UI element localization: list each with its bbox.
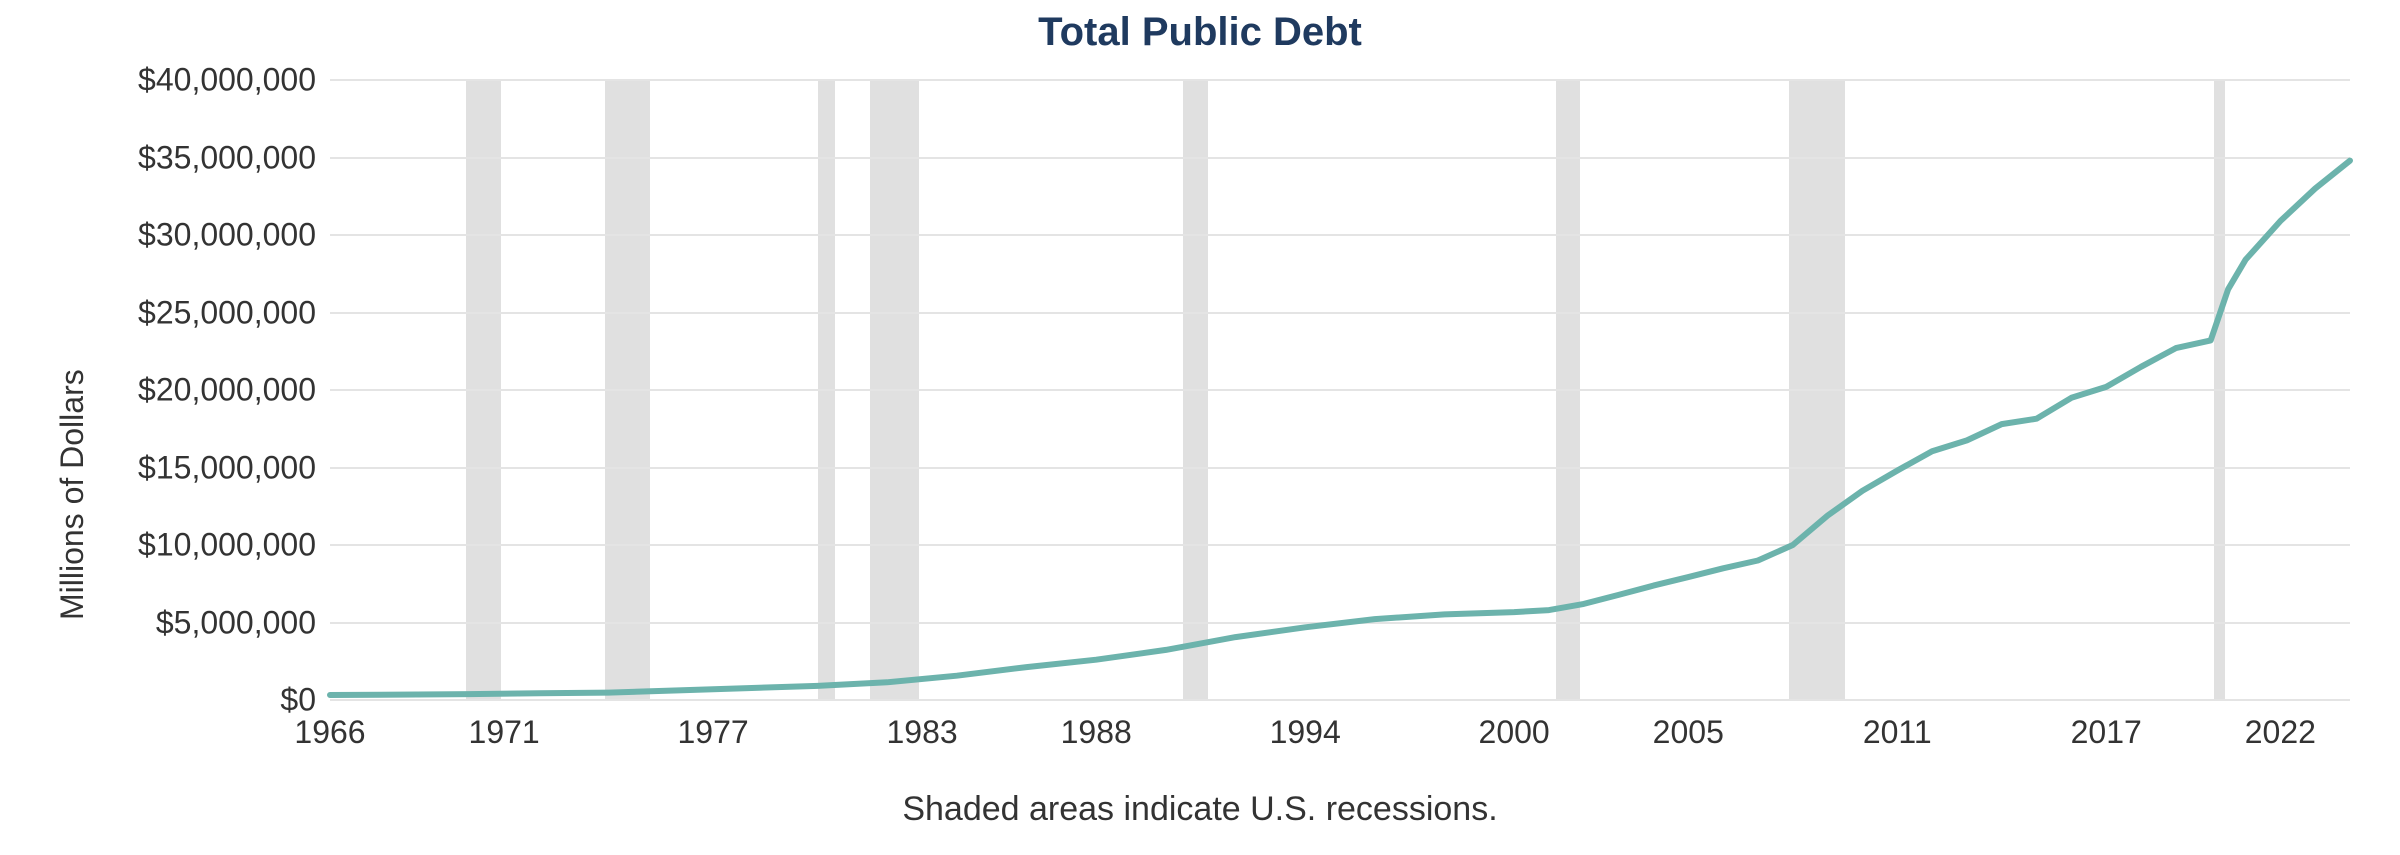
y-axis-label: Millions of Dollars [54,369,91,620]
x-tick-label: 2022 [2245,700,2316,751]
x-tick-label: 2005 [1653,700,1724,751]
x-tick-label: 1971 [469,700,540,751]
x-tick-label: 2011 [1863,700,1932,751]
plot-area: $0$5,000,000$10,000,000$15,000,000$20,00… [330,80,2350,700]
y-tick-label: $25,000,000 [138,294,330,331]
y-tick-label: $20,000,000 [138,372,330,409]
x-tick-label: 1988 [1061,700,1132,751]
y-tick-label: $15,000,000 [138,449,330,486]
y-tick-label: $5,000,000 [156,604,330,641]
y-tick-label: $40,000,000 [138,62,330,99]
y-tick-label: $10,000,000 [138,527,330,564]
x-tick-label: 1966 [294,700,365,751]
x-tick-label: 1983 [886,700,957,751]
x-tick-label: 1977 [678,700,749,751]
line-series [330,80,2350,700]
y-tick-label: $35,000,000 [138,139,330,176]
debt-chart: Total Public Debt Millions of Dollars $0… [0,0,2400,855]
y-tick-label: $30,000,000 [138,217,330,254]
chart-caption: Shaded areas indicate U.S. recessions. [0,790,2400,829]
debt-line [330,161,2350,695]
x-tick-label: 2000 [1479,700,1550,751]
chart-title: Total Public Debt [0,10,2400,55]
x-tick-label: 2017 [2071,700,2142,751]
x-tick-label: 1994 [1270,700,1341,751]
